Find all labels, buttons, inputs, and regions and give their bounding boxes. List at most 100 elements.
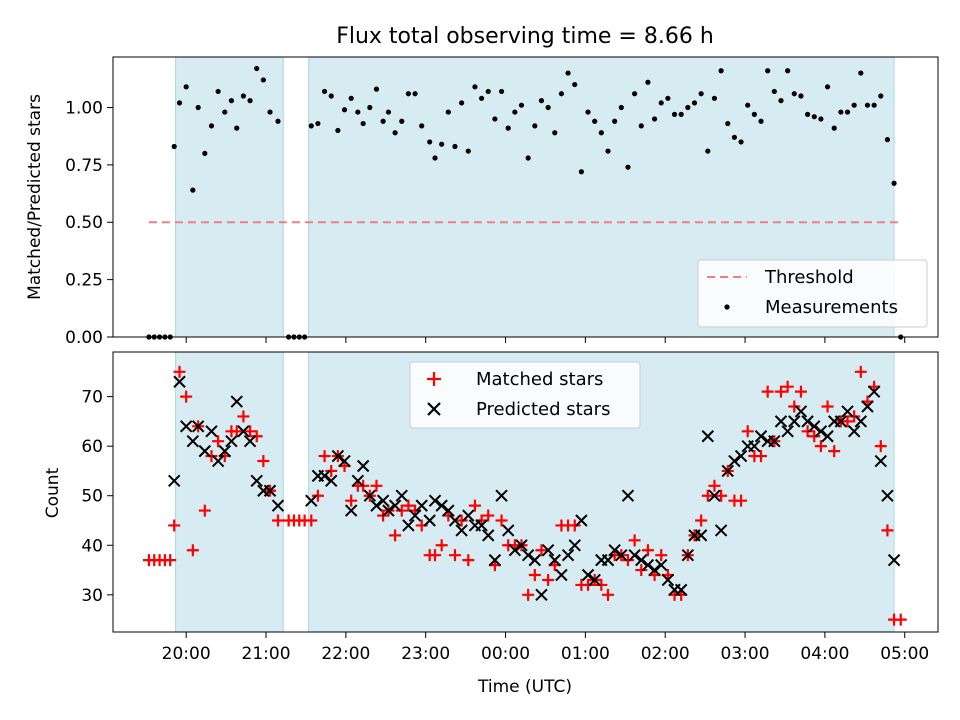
predicted-star-point bbox=[186, 434, 200, 448]
x-tick-label: 23:00 bbox=[401, 644, 450, 664]
matched-star-point bbox=[173, 365, 186, 378]
measurement-point bbox=[328, 93, 334, 99]
predicted-star-point bbox=[243, 434, 257, 448]
predicted-star-point bbox=[701, 430, 715, 443]
measurement-point bbox=[228, 98, 235, 104]
measurement-point bbox=[176, 100, 183, 106]
matched-star-point bbox=[164, 554, 177, 567]
predicted-star-point bbox=[263, 484, 277, 497]
predicted-star-point bbox=[588, 573, 601, 587]
matched-star-point bbox=[186, 544, 199, 557]
predicted-star-point bbox=[535, 588, 548, 602]
measurement-point bbox=[355, 109, 361, 115]
measurement-point bbox=[222, 109, 228, 115]
matched-star-point bbox=[894, 613, 907, 626]
matched-star-point bbox=[621, 554, 634, 567]
measurement-point bbox=[439, 141, 445, 147]
measurement-point bbox=[691, 100, 698, 106]
predicted-star-point bbox=[442, 504, 455, 517]
matched-star-point bbox=[695, 514, 708, 527]
predicted-star-point bbox=[205, 425, 218, 438]
matched-star-point bbox=[230, 425, 243, 438]
matched-star-point bbox=[528, 569, 541, 582]
predicted-star-point bbox=[435, 499, 448, 512]
predicted-star-point bbox=[881, 489, 894, 502]
measurement-point bbox=[518, 102, 525, 108]
matched-star-point bbox=[542, 573, 555, 586]
measurement-point bbox=[215, 88, 221, 95]
measurement-point bbox=[891, 180, 897, 186]
predicted-star-point bbox=[734, 449, 748, 463]
matched-star-point bbox=[821, 400, 834, 413]
matched-star-point bbox=[198, 504, 211, 517]
predicted-star-point bbox=[635, 553, 648, 567]
measurement-point bbox=[247, 98, 253, 104]
matched-star-point bbox=[595, 578, 608, 591]
matched-star-point bbox=[874, 440, 887, 453]
predicted-star-point bbox=[847, 425, 861, 438]
bottom-y-tick-label: 70 bbox=[81, 388, 103, 408]
measurement-point bbox=[472, 84, 478, 90]
matched-star-point bbox=[168, 519, 181, 532]
measurement-point bbox=[778, 98, 784, 104]
predicted-star-point bbox=[834, 415, 848, 428]
measurement-point bbox=[234, 125, 240, 131]
predicted-star-point bbox=[575, 514, 588, 527]
measurement-point bbox=[605, 148, 611, 154]
predicted-star-point bbox=[794, 405, 808, 418]
measurement-point bbox=[665, 95, 671, 101]
top-x-ticks bbox=[185, 337, 906, 343]
measurement-point bbox=[725, 120, 731, 127]
predicted-star-point bbox=[814, 425, 828, 438]
measurement-point bbox=[858, 70, 864, 76]
measurement-point bbox=[731, 134, 738, 140]
bottom-x-ticks: 20:00 21:00 22:00 23:00 00:00 01:00 02:00 03:00… bbox=[162, 632, 929, 664]
predicted-star-point bbox=[211, 454, 225, 468]
matched-star-point bbox=[257, 455, 270, 468]
predicted-star-point bbox=[331, 449, 345, 463]
matched-star-point bbox=[389, 529, 402, 542]
matched-star-point bbox=[250, 430, 263, 443]
predicted-star-point bbox=[356, 459, 370, 473]
matched-star-point bbox=[395, 504, 408, 517]
measurement-point bbox=[348, 95, 354, 101]
matched-star-point bbox=[602, 588, 614, 601]
top-y-tick-label: 0.25 bbox=[65, 271, 103, 291]
top-y-tick-label: 0.75 bbox=[65, 156, 103, 176]
matched-star-point bbox=[655, 549, 668, 562]
measurement-point bbox=[412, 91, 418, 97]
legend-predicted-label: Predicted stars bbox=[476, 399, 610, 420]
measurement-point bbox=[798, 93, 804, 99]
legend-matched-label: Matched stars bbox=[476, 369, 603, 390]
predicted-star-point bbox=[448, 514, 462, 527]
measurement-point bbox=[315, 120, 321, 127]
matched-star-point bbox=[814, 440, 827, 453]
predicted-star-point bbox=[318, 469, 331, 483]
measurement-point bbox=[818, 116, 824, 122]
matched-star-point bbox=[641, 544, 654, 557]
predicted-star-point bbox=[728, 454, 741, 468]
measurement-point bbox=[427, 139, 433, 145]
measurement-point bbox=[532, 123, 538, 129]
predicted-star-point bbox=[428, 494, 442, 507]
measurement-point bbox=[791, 91, 797, 97]
matched-star-point bbox=[535, 544, 548, 557]
matched-star-point bbox=[854, 365, 867, 378]
predicted-star-point bbox=[382, 504, 395, 517]
predicted-star-point bbox=[641, 558, 655, 572]
x-tick-label: 22:00 bbox=[321, 644, 370, 664]
matched-star-point bbox=[708, 479, 721, 492]
legend-threshold-label: Threshold bbox=[764, 267, 854, 288]
predicted-star-point bbox=[874, 454, 887, 468]
matched-star-point bbox=[212, 435, 225, 448]
predicted-star-point bbox=[754, 430, 768, 443]
measurement-point bbox=[485, 88, 491, 95]
measurement-point bbox=[505, 125, 511, 131]
measurement-point bbox=[718, 68, 724, 74]
top-legend: Threshold Measurements bbox=[697, 259, 928, 328]
measurement-point bbox=[190, 187, 196, 193]
predicted-star-point bbox=[515, 539, 528, 552]
measurement-point bbox=[240, 93, 247, 99]
matched-star-point bbox=[205, 450, 218, 463]
